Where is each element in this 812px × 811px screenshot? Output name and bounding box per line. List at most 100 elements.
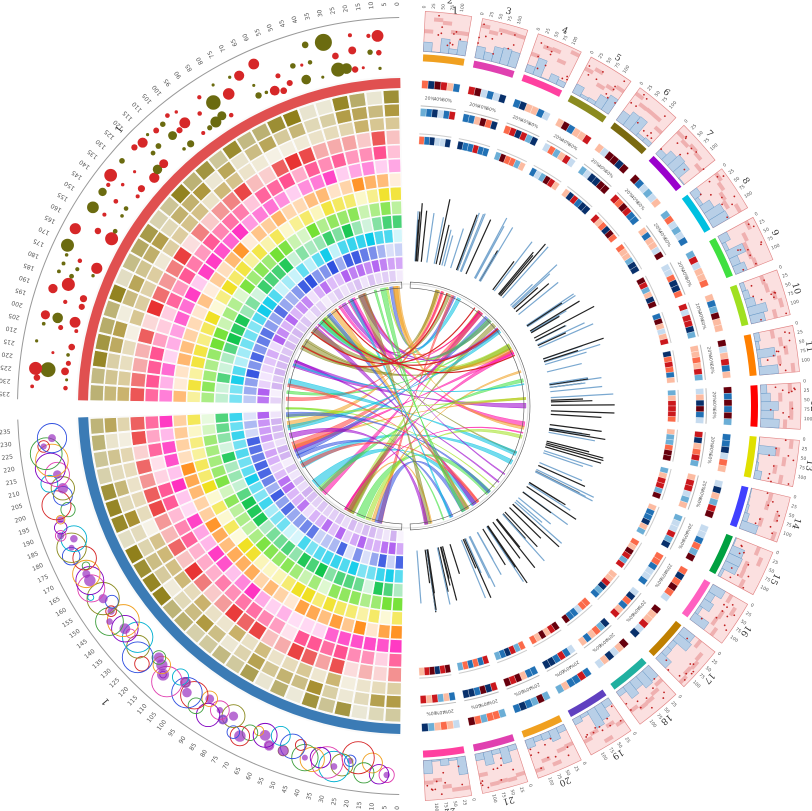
tick-label: 50 [704, 665, 712, 673]
heatmap-cell [260, 660, 280, 679]
heatmap-cell [244, 427, 260, 439]
heatmap-cell [375, 638, 390, 653]
heatmap-cell [433, 81, 442, 91]
heatmap-cell [144, 415, 160, 430]
heatmap-cell [599, 184, 610, 195]
heatmap-cell [442, 692, 450, 702]
heatmap-cell [271, 374, 285, 384]
heatmap-cell [717, 464, 727, 473]
tick-label: 75 [507, 15, 514, 22]
tick-label: 145 [70, 169, 84, 181]
bubble-core [107, 607, 115, 615]
data-point [776, 519, 779, 522]
heatmap-cell [541, 659, 552, 670]
heatmap-cell [370, 680, 387, 695]
data-point [785, 312, 788, 315]
heatmap-cell [693, 368, 703, 376]
heatmap-cell [297, 146, 317, 166]
tick-label: 70 [218, 43, 228, 53]
heatmap-cell [201, 423, 217, 436]
heatmap-cell [340, 268, 353, 284]
scatter-point [87, 201, 99, 214]
heatmap-cell [253, 186, 273, 205]
data-point [723, 603, 725, 606]
heatmap-cell [259, 371, 273, 382]
heatmap-cell [371, 539, 382, 553]
heatmap-cell [326, 182, 342, 200]
heatmap-cell [167, 537, 187, 557]
heatmap-cell [226, 545, 244, 564]
heatmap-cell [270, 158, 290, 178]
tick-label: 100 [804, 416, 812, 422]
heatmap-cell [228, 502, 246, 519]
tick-label: 50 [654, 90, 662, 98]
tick-label: 15 [355, 2, 363, 11]
data-point [752, 295, 755, 298]
data-point [500, 32, 503, 35]
heatmap-cell [257, 495, 274, 511]
heatmap-cell [270, 264, 287, 281]
heatmap-cell [273, 635, 293, 655]
heatmap-cell [385, 243, 395, 258]
scatter-point [149, 172, 160, 183]
data-point [722, 175, 725, 177]
tick-label: 20% [652, 222, 663, 234]
heatmap-cell [107, 448, 122, 466]
heatmap-cell [296, 278, 312, 295]
heatmap-cell [390, 200, 402, 215]
heatmap-cell [258, 425, 272, 436]
data-point [540, 767, 543, 770]
scatter-point [78, 303, 85, 310]
heatmap-cell [360, 649, 376, 666]
heatmap-cell [303, 273, 319, 290]
data-point [767, 477, 770, 480]
heatmap-cell [723, 399, 733, 407]
gene-label-mark [486, 526, 524, 582]
heatmap-cell [137, 327, 155, 345]
bubble-ring [34, 452, 66, 484]
bubble-core [301, 754, 308, 761]
heatmap-cell [385, 695, 402, 709]
data-point [779, 364, 782, 366]
heatmap-cell [210, 201, 231, 222]
heatmap-cell [293, 629, 311, 648]
heatmap-cell [343, 544, 356, 560]
tick-label: 20% [676, 261, 686, 273]
tick-label: 215 [3, 337, 16, 346]
heatmap-cell [109, 464, 126, 482]
heatmap-cell [131, 357, 149, 374]
heatmap-cell [134, 259, 153, 279]
heatmap-cell [713, 324, 724, 333]
tick-label: 50 [564, 769, 572, 777]
tick-label: 75 [661, 96, 669, 104]
heatmap-cell [172, 590, 193, 610]
heatmap-cell [305, 604, 322, 622]
heatmap-cell [695, 411, 705, 418]
heatmap-cell [299, 315, 313, 329]
tick-label: 165 [48, 596, 62, 608]
gene-label-mark [542, 337, 604, 360]
tick-label: 75 [500, 791, 507, 798]
heatmap-cell [270, 550, 288, 568]
tick-label: 50 [804, 397, 810, 403]
heatmap-cell [237, 162, 257, 182]
heatmap-cell [352, 278, 364, 292]
chromosome-label-2: 2 [446, 0, 453, 7]
data-point [775, 447, 777, 450]
heatmap-cell [317, 578, 333, 596]
heatmap-cell [229, 421, 244, 432]
heatmap-cell [94, 333, 112, 352]
data-point [606, 96, 609, 99]
heatmap-cell [381, 596, 393, 611]
data-point [702, 168, 705, 171]
link-ribbon [292, 359, 527, 409]
heatmap-cell [372, 665, 388, 682]
tick-label: 125 [108, 676, 121, 689]
heatmap-cell [273, 190, 291, 209]
heatmap-cell [367, 245, 379, 261]
heatmap-cell [288, 563, 305, 581]
